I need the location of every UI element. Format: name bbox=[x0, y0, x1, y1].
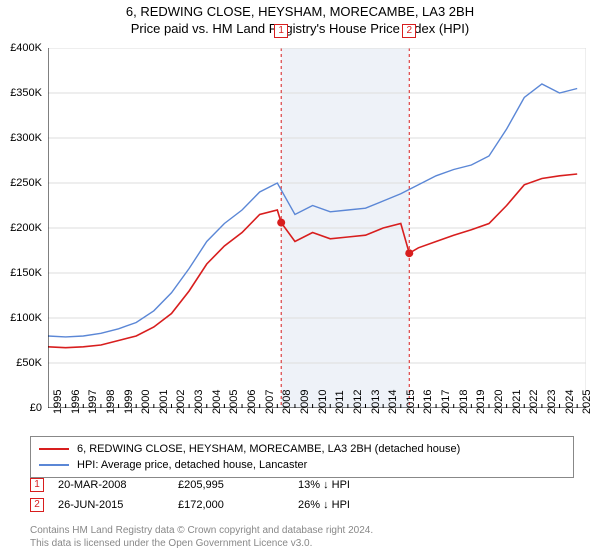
event-price: £172,000 bbox=[178, 499, 298, 511]
legend-label: 6, REDWING CLOSE, HEYSHAM, MORECAMBE, LA… bbox=[77, 443, 460, 455]
event-delta: 13% ↓ HPI bbox=[298, 479, 418, 491]
event-marker: 2 bbox=[30, 498, 44, 512]
events-table: 1 20-MAR-2008 £205,995 13% ↓ HPI 2 26-JU… bbox=[30, 478, 418, 518]
down-arrow-icon: ↓ bbox=[323, 479, 329, 491]
chart-subtitle: Price paid vs. HM Land Registry's House … bbox=[0, 21, 600, 36]
footer-text: Contains HM Land Registry data © Crown c… bbox=[30, 524, 373, 550]
event-delta: 26% ↓ HPI bbox=[298, 499, 418, 511]
legend-item: 6, REDWING CLOSE, HEYSHAM, MORECAMBE, LA… bbox=[39, 441, 565, 457]
event-marker: 1 bbox=[30, 478, 44, 492]
event-date: 20-MAR-2008 bbox=[58, 479, 178, 491]
chart-title: 6, REDWING CLOSE, HEYSHAM, MORECAMBE, LA… bbox=[0, 4, 600, 19]
legend-label: HPI: Average price, detached house, Lanc… bbox=[77, 459, 307, 471]
legend: 6, REDWING CLOSE, HEYSHAM, MORECAMBE, LA… bbox=[30, 436, 574, 478]
event-row: 2 26-JUN-2015 £172,000 26% ↓ HPI bbox=[30, 498, 418, 512]
down-arrow-icon: ↓ bbox=[323, 499, 329, 511]
chart-plot bbox=[48, 48, 586, 408]
event-price: £205,995 bbox=[178, 479, 298, 491]
legend-item: HPI: Average price, detached house, Lanc… bbox=[39, 457, 565, 473]
event-date: 26-JUN-2015 bbox=[58, 499, 178, 511]
chart-area: £0£50K£100K£150K£200K£250K£300K£350K£400… bbox=[48, 48, 586, 408]
event-row: 1 20-MAR-2008 £205,995 13% ↓ HPI bbox=[30, 478, 418, 492]
